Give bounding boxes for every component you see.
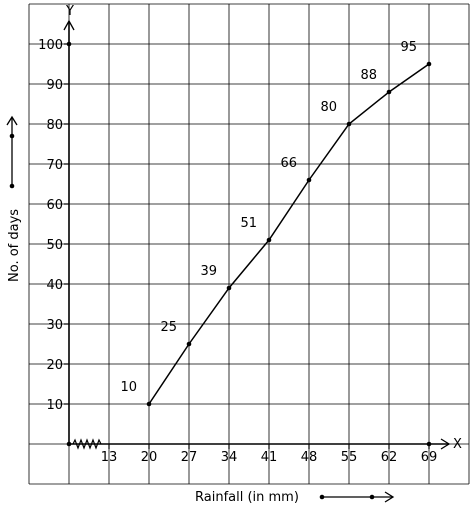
data-label: 25 <box>160 320 177 335</box>
data-point <box>386 89 392 95</box>
y-tick-label: 100 <box>38 38 63 53</box>
y-tick-label: 70 <box>46 158 63 173</box>
data-point <box>186 341 192 347</box>
data-label: 66 <box>280 156 297 171</box>
y-axis-arrowhead <box>63 19 75 31</box>
data-label: 88 <box>360 68 377 83</box>
y-tick-label: 10 <box>46 398 63 413</box>
x-axis-letter: X <box>453 437 462 452</box>
y-axis-letter: Y <box>65 4 74 19</box>
axes <box>63 19 451 450</box>
series-line <box>148 63 430 405</box>
data-point <box>426 61 432 67</box>
x-tick-label: 62 <box>381 450 398 465</box>
x-tick-label: 13 <box>101 450 118 465</box>
x-tick-label: 34 <box>221 450 238 465</box>
x-tick-label: 69 <box>421 450 438 465</box>
x-tick-label: 55 <box>341 450 358 465</box>
y-tick-label: 50 <box>46 238 63 253</box>
y-tick-labels: 10 20 30 40 50 60 70 80 90 100 <box>38 38 63 413</box>
y-tick-label: 80 <box>46 118 63 133</box>
x-tick-label: 27 <box>181 450 198 465</box>
data-label: 95 <box>400 40 417 55</box>
x-axis-title: Rainfall (in mm) <box>195 490 299 505</box>
data-label: 39 <box>200 264 217 279</box>
data-point <box>146 401 152 407</box>
y-tick-label: 20 <box>46 358 63 373</box>
data-point <box>346 121 352 127</box>
x-direction-arrow-icon <box>319 491 395 503</box>
data-label: 80 <box>320 100 337 115</box>
data-label: 10 <box>120 380 137 395</box>
data-point <box>266 237 272 243</box>
x-tick-labels: 13 20 27 34 41 48 55 62 69 <box>101 450 438 465</box>
x-tick-label: 20 <box>141 450 158 465</box>
x-tick-label: 48 <box>301 450 318 465</box>
grid <box>28 3 470 485</box>
x-axis-arrowhead <box>440 438 451 450</box>
data-point <box>306 177 312 183</box>
y-tick-label: 90 <box>46 78 63 93</box>
y-tick-label: 30 <box>46 318 63 333</box>
axis-break-icon <box>72 438 102 450</box>
origin-point <box>66 441 72 447</box>
y-tick-label: 60 <box>46 198 63 213</box>
y-axis-title: No. of days <box>7 209 22 282</box>
y-direction-arrow-icon <box>6 115 18 189</box>
x-tick-label: 41 <box>261 450 278 465</box>
data-labels: 10 25 39 51 66 80 88 95 <box>120 40 417 395</box>
data-label: 51 <box>240 216 257 231</box>
data-point <box>226 285 232 291</box>
y-tick-label: 40 <box>46 278 63 293</box>
series <box>146 61 432 407</box>
